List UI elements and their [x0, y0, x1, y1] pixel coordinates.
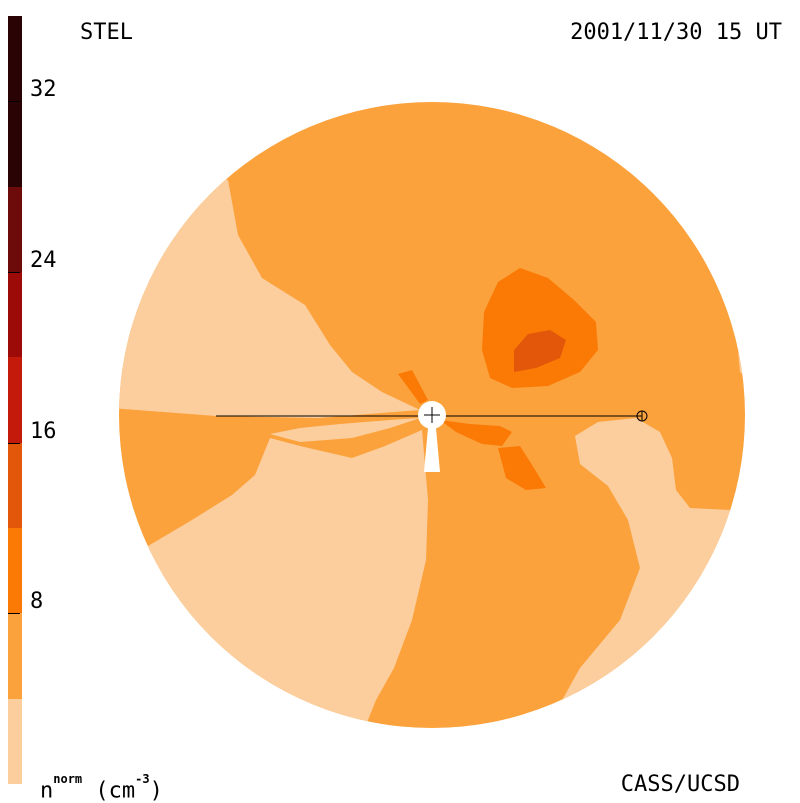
streamer-upper-left	[398, 370, 428, 404]
colorbar-tick-label: 8	[30, 589, 44, 615]
colorbar-segment	[8, 528, 22, 614]
unit-close: )	[149, 778, 163, 803]
sun-wedge	[424, 428, 440, 472]
colorbar-segment	[8, 186, 22, 272]
mid-density-blob	[482, 268, 598, 388]
credit-label: CASS/UCSD	[620, 772, 740, 797]
colorbar-tick	[8, 613, 20, 615]
colorbar-tick-label: 32	[30, 77, 57, 103]
unit-prefix: n	[40, 778, 54, 803]
colorbar-tick	[8, 272, 20, 273]
instrument-label: STEL	[80, 20, 133, 45]
colorbar-tick	[8, 101, 20, 103]
streamer-lower-right	[440, 420, 512, 446]
timestamp-label: 2001/11/30 15 UT	[570, 20, 782, 45]
colorbar-segment	[8, 613, 22, 699]
colorbar-tick-label: 24	[30, 248, 57, 273]
unit-label: nnorm (cm-3)	[40, 772, 163, 803]
unit-suffix: (cm	[82, 778, 136, 803]
colorbar-segment	[8, 357, 22, 443]
colorbar-segment	[8, 698, 22, 784]
colorbar-segment	[8, 442, 22, 528]
colorbar-segment	[8, 272, 22, 358]
low-density-region-upper-left	[119, 160, 420, 418]
color-scale-bar	[8, 16, 22, 784]
unit-super: norm	[53, 772, 83, 786]
unit-exp: -3	[135, 772, 150, 786]
streamer-lower-right-tail	[498, 446, 546, 490]
low-density-strand	[270, 418, 420, 442]
colorbar-tick	[8, 442, 20, 444]
high-density-core	[514, 330, 566, 372]
colorbar-tick-label: 16	[30, 418, 57, 444]
